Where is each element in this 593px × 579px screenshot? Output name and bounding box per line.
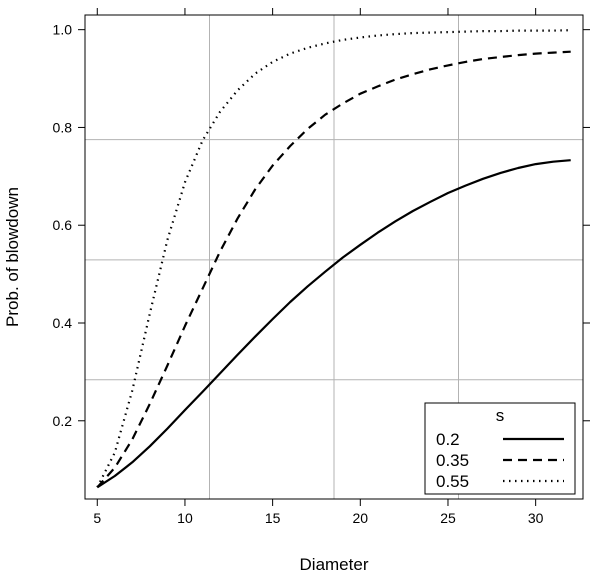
y-axis-label: Prob. of blowdown bbox=[3, 187, 22, 327]
x-tick-label-10: 10 bbox=[177, 510, 193, 526]
x-tick-label-15: 15 bbox=[265, 510, 281, 526]
legend-label-0-55: 0.55 bbox=[436, 472, 469, 491]
x-tick-label-25: 25 bbox=[440, 510, 456, 526]
y-tick-label-0.6: 0.6 bbox=[53, 217, 73, 233]
legend-title: s bbox=[496, 406, 505, 425]
series-line-s-0-2 bbox=[96, 159, 571, 489]
x-tick-label-30: 30 bbox=[528, 510, 544, 526]
legend-label-0-2: 0.2 bbox=[436, 430, 460, 449]
y-tick-label-1.0: 1.0 bbox=[53, 22, 73, 38]
legend-label-0-35: 0.35 bbox=[436, 451, 469, 470]
x-tick-label-20: 20 bbox=[353, 510, 369, 526]
data-curves bbox=[96, 29, 571, 489]
x-tick-label-5: 5 bbox=[93, 510, 101, 526]
series-line-s-0-55 bbox=[96, 29, 571, 488]
y-axis-ticks: 0.2 0.4 0.6 0.8 1.0 bbox=[53, 22, 590, 429]
x-axis-ticks: 5 10 15 20 25 30 bbox=[93, 8, 544, 526]
gridlines bbox=[85, 15, 583, 499]
x-axis-label: Diameter bbox=[300, 555, 369, 574]
y-tick-label-0.8: 0.8 bbox=[53, 119, 73, 135]
plot-frame bbox=[84, 14, 584, 500]
legend-box bbox=[424, 402, 576, 495]
series-line-s-0-35 bbox=[96, 50, 571, 489]
legend: s 0.2 0.35 0.55 bbox=[424, 402, 576, 495]
y-tick-label-0.4: 0.4 bbox=[53, 315, 73, 331]
y-tick-label-0.2: 0.2 bbox=[53, 413, 73, 429]
